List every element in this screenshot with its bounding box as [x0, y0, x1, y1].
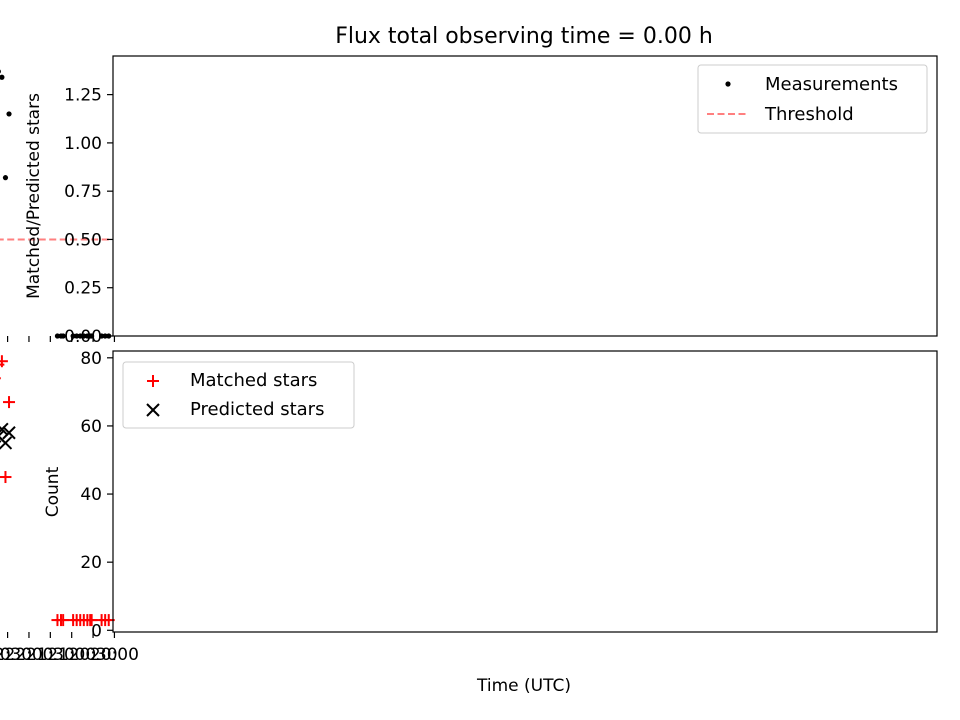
chart-title: Flux total observing time = 0.00 h: [335, 24, 713, 49]
predicted-star-point: [0, 429, 6, 443]
measurement-point: [84, 333, 90, 339]
x-axis-label: Time (UTC): [476, 676, 571, 696]
top-plot-frame: [112, 55, 938, 337]
y-tick-label: 1.00: [64, 134, 102, 154]
y-tick-label: 0.25: [64, 279, 102, 299]
bottom-y-axis-label: Count: [43, 466, 63, 517]
y-tick-label: 0.50: [64, 230, 102, 250]
y-tick-label: 0.00: [64, 327, 102, 347]
y-tick-label: 20: [80, 553, 102, 573]
y-tick-label: 0.75: [64, 182, 102, 202]
legend-measurements-marker: [725, 81, 731, 87]
predicted-star-point: [2, 426, 16, 440]
top-legend-box: [697, 64, 928, 134]
y-tick-label: 60: [80, 417, 102, 437]
top-legend: Measurements Threshold: [697, 64, 928, 134]
measurement-point: [99, 333, 105, 339]
bottom-plot-frame: [112, 350, 938, 633]
x-tick-label: 20:30: [69, 645, 118, 665]
y-tick-label: 1.25: [64, 86, 102, 106]
bottom-panel: 0 20 40 60 80 20:0020:3021:0021:3022:0022:30…: [0, 349, 938, 696]
bottom-legend-box: [122, 361, 355, 429]
measurement-point: [58, 333, 64, 339]
bottom-legend: Matched stars Predicted stars: [122, 361, 355, 429]
matched-star-point: [0, 363, 5, 366]
legend-threshold-label: Threshold: [764, 104, 854, 125]
x-tick-label: 22:30: [0, 645, 32, 665]
legend-matched-marker: [147, 375, 159, 387]
predicted-star-point: [0, 422, 9, 437]
legend-predicted-marker: [146, 403, 160, 417]
y-tick-label: 40: [80, 485, 102, 505]
y-tick-label: 0: [91, 621, 102, 641]
top-y-axis-label: Matched/Predicted stars: [24, 93, 44, 299]
measurement-point: [77, 333, 83, 339]
measurement-point: [6, 111, 12, 117]
matched-star-point: [0, 377, 1, 380]
matched-star-point: [51, 614, 64, 627]
matched-star-point: [0, 471, 12, 484]
matched-star-point: [3, 396, 16, 409]
legend-measurements-label: Measurements: [765, 74, 898, 95]
measurement-point: [0, 69, 1, 74]
x-tick-label: 22:00: [4, 645, 53, 665]
x-tick-label: 20:00: [90, 645, 139, 665]
measurement-point: [74, 333, 80, 339]
x-tick-label: 21:00: [47, 645, 96, 665]
top-panel: 0.00 0.25 0.50 0.75 1.00 1.25 Matched/Predict…: [0, 55, 938, 347]
x-tick-label: 23:00: [0, 645, 11, 665]
measurement-point: [54, 333, 61, 339]
legend-predicted-label: Predicted stars: [190, 399, 324, 420]
measurement-point: [0, 74, 5, 80]
legend-matched-label: Matched stars: [190, 370, 317, 391]
y-tick-label: 80: [80, 349, 102, 369]
measurement-point: [81, 333, 87, 339]
x-tick-label: 21:30: [26, 645, 75, 665]
measurement-point: [2, 175, 9, 181]
measurement-point: [102, 333, 108, 339]
